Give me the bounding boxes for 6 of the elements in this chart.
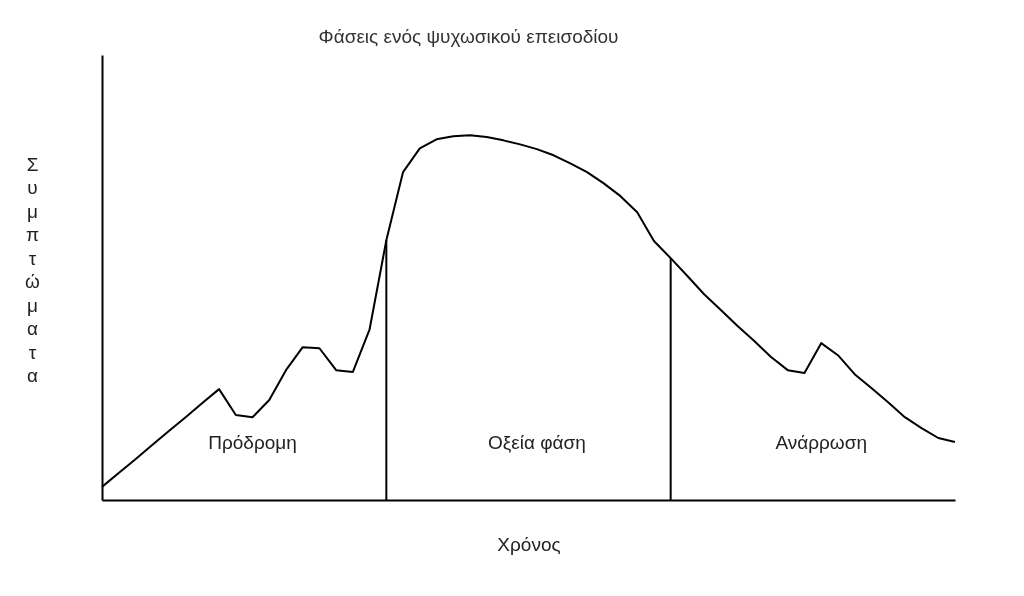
annotation: Πρόδρομη [208,432,297,454]
annotation: Ανάρρωση [775,432,867,454]
text: Συμπτώματα [25,153,40,386]
annotation: Οξεία φάση [487,432,586,454]
x-axis-title: Χρόνος [497,533,561,555]
chart-title: Φάσεις ενός ψυχωσικού επεισοδίου [318,26,619,47]
